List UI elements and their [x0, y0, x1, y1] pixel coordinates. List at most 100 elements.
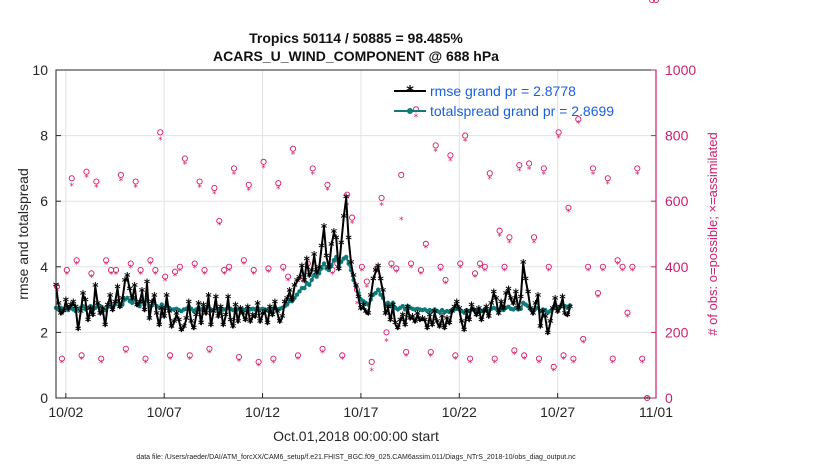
rmse-point: *: [478, 314, 485, 328]
obs-assimilated-marker: *: [365, 283, 370, 293]
obs-possible-marker: [496, 227, 503, 234]
rmse-point: *: [274, 306, 281, 320]
obs-possible-marker: [604, 175, 611, 182]
obs-assimilated-marker: *: [65, 270, 70, 280]
obs-assimilated-marker: *: [537, 359, 542, 369]
totalspread-point: [326, 267, 332, 273]
obs-assimilated-marker: *: [650, 0, 655, 3]
rmse-point: *: [395, 323, 402, 337]
rmse-point: *: [434, 316, 441, 330]
rmse-point: *: [73, 301, 80, 315]
rmse-point: *: [102, 319, 109, 333]
obs-possible-marker: [442, 276, 449, 283]
rmse-point: *: [252, 311, 259, 325]
obs-possible-marker: [260, 158, 267, 165]
rmse-point: *: [392, 318, 399, 332]
totalspread-point: [378, 292, 383, 297]
rmse-point: *: [218, 301, 225, 315]
obs-possible-marker: [491, 355, 498, 362]
rmse-point: *: [279, 311, 286, 325]
obs-possible-marker: [98, 355, 105, 362]
obs-assimilated-marker: *: [301, 279, 306, 289]
rmse-point: *: [491, 287, 498, 301]
obs-possible-marker: [378, 194, 385, 201]
obs-possible-marker: [545, 263, 552, 270]
obs-assimilated-marker: *: [433, 147, 438, 157]
rmse-point: *: [181, 321, 188, 335]
rmse-point: *: [151, 290, 158, 304]
rmse-point: *: [168, 321, 175, 335]
rmse-point: *: [144, 277, 151, 291]
obs-possible-marker: [594, 289, 602, 297]
totalspread-point: [385, 300, 391, 306]
rmse-point: *: [87, 303, 94, 317]
obs-assimilated-marker: *: [296, 356, 301, 366]
obs-assimilated-marker: *: [512, 351, 517, 361]
obs-possible-marker: [417, 267, 424, 274]
obs-assimilated-marker: *: [517, 167, 522, 177]
rmse-point: *: [161, 311, 168, 325]
rmse-point: *: [203, 308, 210, 322]
obs-possible-marker: [171, 268, 179, 275]
rmse-point: *: [191, 323, 198, 337]
obs-possible-marker: [462, 132, 469, 139]
obs-assimilated-marker: *: [124, 349, 129, 359]
rmse-point: *: [95, 298, 102, 312]
x-tick-label: 10/22: [442, 404, 477, 420]
rmse-point: *: [245, 301, 252, 315]
obs-assimilated-marker: *: [188, 356, 193, 366]
rmse-point: *: [350, 270, 357, 284]
rmse-point: *: [446, 318, 453, 332]
rmse-point: *: [436, 321, 443, 335]
rmse-point: *: [360, 300, 367, 314]
obs-assimilated-marker: *: [261, 164, 266, 174]
rmse-point: *: [124, 270, 131, 284]
rmse-point: *: [186, 296, 193, 310]
totalspread-point: [159, 302, 164, 307]
x-tick-label: 11/01: [639, 404, 673, 420]
obs-possible-marker: [471, 270, 479, 277]
obs-assimilated-marker: *: [119, 177, 124, 187]
totalspread-point: [157, 305, 162, 310]
rmse-point: *: [60, 306, 67, 320]
obs-count-markers: ************ ************* ********** *****…: [53, 0, 660, 405]
obs-assimilated-marker: *: [630, 267, 635, 277]
obs-assimilated-marker: *: [330, 270, 335, 280]
rmse-point: *: [547, 316, 554, 330]
obs-possible-marker: [255, 358, 262, 365]
rmse-point: *: [520, 257, 527, 271]
rmse-point: *: [139, 285, 146, 299]
obs-assimilated-marker: *: [606, 180, 611, 190]
obs-possible-marker: [530, 234, 538, 241]
obs-possible-marker: [196, 178, 203, 185]
obs-possible-marker: [58, 355, 65, 362]
rmse-point: *: [242, 314, 249, 328]
obs-possible-marker: [589, 165, 597, 172]
rmse-point: *: [554, 306, 561, 320]
rmse-point: *: [309, 265, 316, 279]
obs-possible-marker: [599, 263, 606, 270]
obs-assimilated-marker: *: [222, 270, 227, 280]
rmse-point: *: [505, 283, 512, 297]
rmse-point: *: [156, 319, 163, 333]
rmse-point: *: [459, 316, 466, 330]
obs-assimilated-marker: *: [645, 395, 650, 405]
rmse-point: *: [422, 314, 429, 328]
x-tick-label: 10/02: [48, 404, 83, 420]
series-line-rmse: [55, 196, 571, 335]
obs-assimilated-marker: *: [109, 270, 114, 280]
obs-possible-marker: [570, 355, 577, 362]
rmse-point: *: [306, 270, 313, 284]
obs-possible-marker: [127, 260, 134, 267]
x-tick-label: 10/12: [245, 404, 280, 420]
rmse-point: *: [55, 298, 62, 312]
obs-assimilated-marker: *: [74, 261, 79, 271]
rmse-point: *: [262, 306, 269, 320]
obs-assimilated-marker: *: [251, 270, 256, 280]
obs-assimilated-marker: *: [502, 267, 507, 277]
obs-possible-marker: [117, 171, 124, 179]
rmse-point: *: [77, 306, 84, 320]
series-group: ****************************************…: [53, 191, 574, 341]
rmse-point: *: [205, 290, 212, 304]
obs-possible-marker: [83, 168, 90, 175]
